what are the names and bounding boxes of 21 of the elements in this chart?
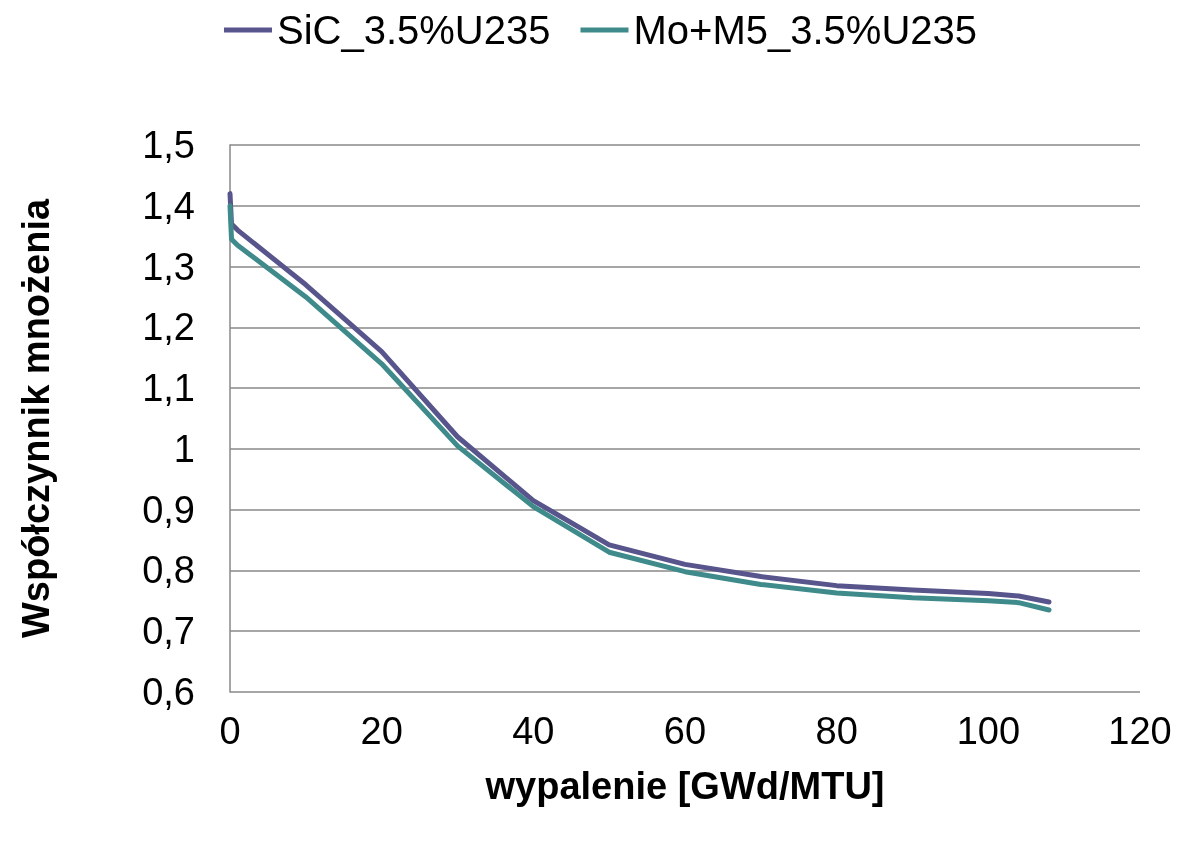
y-tick-label: 1,2 (142, 306, 195, 349)
x-axis-title: wypalenie [GWd/MTU] (484, 765, 885, 807)
legend-label: Mo+M5_3.5%U235 (633, 8, 978, 52)
y-tick-label: 0,6 (142, 671, 195, 713)
y-tick-label: 1,3 (142, 245, 195, 288)
x-tick-label: 20 (360, 710, 403, 752)
y-tick-label: 1,1 (142, 367, 195, 410)
y-tick-label: 0,9 (142, 488, 195, 531)
y-axis-title: Współczynnik mnożenia (15, 198, 57, 639)
y-tick-label: 1,4 (142, 184, 195, 227)
y-tick-label: 1,5 (142, 124, 195, 166)
x-tick-label: 120 (1108, 710, 1172, 752)
x-tick-label: 0 (219, 710, 241, 752)
legend-label: SiC_3.5%U235 (276, 8, 551, 52)
y-tick-label: 0,8 (142, 549, 195, 592)
y-tick-label: 1 (173, 427, 195, 470)
x-tick-label: 40 (512, 710, 555, 752)
x-tick-label: 80 (815, 710, 858, 752)
x-tick-label: 60 (663, 710, 707, 752)
y-tick-label: 0,7 (142, 610, 195, 653)
x-tick-label: 100 (956, 710, 1021, 752)
